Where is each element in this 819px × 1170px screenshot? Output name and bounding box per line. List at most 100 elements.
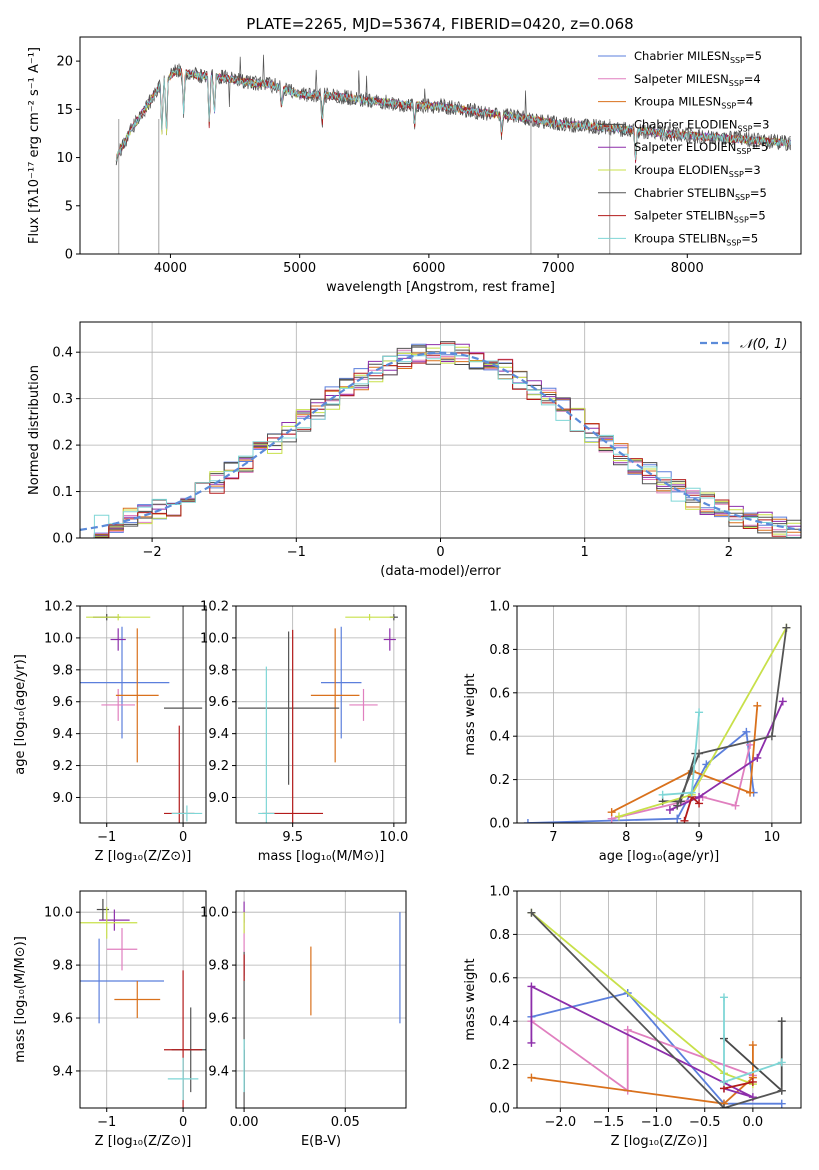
legend-model: Chabrier ELODIE — [634, 117, 729, 131]
y-axis-label: mass weight — [463, 958, 478, 1040]
spectrum-line — [115, 54, 791, 166]
axes-frame — [79, 36, 802, 255]
plot-area — [80, 341, 801, 538]
legend-label: Chabrier ELODIENSSP=3 — [634, 117, 769, 133]
weight-marker — [778, 697, 787, 706]
y-tick-label: 20 — [56, 55, 73, 70]
y-tick-label: 9.8 — [52, 663, 73, 678]
legend-value: =3 — [744, 163, 761, 177]
x-tick-label: −2.0 — [545, 1115, 577, 1130]
legend-nssp: N — [713, 95, 722, 109]
weight-marker — [782, 623, 791, 632]
legend-sub: SSP — [736, 147, 751, 156]
x-tick-label: −1.0 — [641, 1115, 673, 1130]
legend-sub: SSP — [729, 170, 744, 179]
y-tick-label: 10.0 — [44, 906, 73, 921]
spectrum-title: PLATE=2265, MJD=53674, FIBERID=0420, z=0… — [246, 15, 633, 33]
legend-value: =5 — [741, 231, 758, 245]
y-tick-label: 10.0 — [44, 631, 73, 646]
weight-series — [723, 1081, 754, 1090]
weight-marker — [687, 788, 696, 797]
weight-marker — [673, 801, 682, 810]
legend-nssp: N — [728, 140, 737, 154]
legend-nssp: N — [720, 163, 729, 177]
weight-series — [530, 1020, 754, 1093]
y-tick-label: 10 — [56, 151, 73, 166]
y-tick-label: 9.4 — [52, 1064, 73, 1079]
y-tick-label: 0.0 — [489, 1102, 510, 1117]
y-tick-label: 9.4 — [52, 727, 73, 742]
x-tick-label: 10 — [764, 830, 781, 845]
weight-marker — [665, 805, 674, 814]
weight-marker — [623, 1025, 632, 1034]
axes-frame — [516, 890, 802, 1109]
weight-marker — [607, 808, 616, 817]
y-tick-label: 1.0 — [489, 600, 510, 615]
mass_ebv-axes: 0.00 0.05 9.4 9.6 9.8 10.0 E(B-V) — [200, 890, 407, 1149]
weight-marker — [527, 1038, 536, 1047]
x-tick-label: 0 — [179, 1115, 187, 1130]
legend-label: Chabrier STELIBNSSP=5 — [634, 186, 767, 202]
weight-marker — [748, 1041, 757, 1050]
y-tick-label: 9.4 — [208, 727, 229, 742]
legend-model: Kroupa STELIB — [634, 231, 718, 245]
weight-marker — [742, 727, 751, 736]
y-tick-label: 0.4 — [489, 730, 510, 745]
weight-marker — [731, 801, 740, 810]
plot-area — [238, 613, 398, 823]
x-axis-label: (data-model)/error — [380, 564, 501, 579]
weight-marker — [777, 1099, 786, 1108]
plot-area — [80, 898, 206, 1108]
y-tick-label: 0.4 — [489, 1015, 510, 1030]
weight-marker — [746, 788, 755, 797]
y-tick-label: 5 — [65, 199, 73, 214]
weight-marker — [673, 814, 682, 823]
y-axis-label: age [log₁₀(age/yr)] — [13, 654, 28, 775]
mass_z-axes: −1 0 9.4 9.6 9.8 10.0 Z [log₁₀(Z/Z⊙)] mass [log… — [13, 890, 207, 1149]
legend-model: Kroupa MILES — [634, 95, 713, 109]
legend-nssp: N — [729, 117, 738, 131]
weight-series — [669, 701, 784, 811]
y-tick-label: 9.4 — [208, 1064, 229, 1079]
weight-series — [530, 912, 782, 1108]
weight-marker — [527, 908, 536, 917]
weight_z-axes: −2.0 −1.5 −1.0 −0.5 0.0 0.0 0.2 0.4 0.6 0.8 1.0 Z [… — [463, 885, 802, 1149]
y-tick-label: 9.2 — [208, 759, 229, 774]
plot-area — [80, 606, 203, 823]
legend-label: Chabrier MILESNSSP=5 — [634, 49, 762, 65]
plot-area — [527, 908, 786, 1108]
x-tick-label: 4000 — [154, 261, 187, 276]
weight-marker — [753, 753, 762, 762]
x-tick-label: 7000 — [542, 261, 575, 276]
x-tick-label: 8000 — [671, 261, 704, 276]
axes-frame — [79, 890, 207, 1109]
weight-series — [530, 985, 754, 1099]
residuals-axes: −2 −1 0 1 2 0.0 0.1 0.2 0.3 0.4 (data-model)/error… — [27, 321, 802, 579]
legend-label: Kroupa MILESNSSP=4 — [634, 95, 753, 111]
y-axis-label: mass weight — [463, 673, 478, 755]
y-tick-label: 9.0 — [208, 791, 229, 806]
y-tick-label: 10.0 — [200, 906, 229, 921]
x-tick-label: −0.5 — [689, 1115, 721, 1130]
weight-marker — [719, 993, 728, 1002]
spectrum-line — [115, 67, 791, 163]
y-tick-label: 10.0 — [200, 631, 229, 646]
y-tick-label: 0.0 — [52, 532, 73, 547]
y-tick-label: 9.6 — [52, 1012, 73, 1027]
x-tick-label: −1.5 — [593, 1115, 625, 1130]
x-tick-label: −1 — [97, 1115, 116, 1130]
weight-marker — [658, 790, 667, 799]
weight-marker — [777, 1086, 786, 1095]
legend-sub: SSP — [729, 79, 744, 88]
spectrum-line — [115, 67, 792, 162]
legend-label: Salpeter ELODIENSSP=5 — [634, 140, 768, 156]
x-tick-label: 1 — [581, 545, 589, 560]
weight-series — [530, 912, 754, 1085]
weight-series — [531, 1045, 754, 1105]
residual-histogram — [80, 344, 801, 538]
weight-marker — [680, 816, 689, 823]
x-tick-label: −1 — [287, 545, 306, 560]
y-tick-label: 0.6 — [489, 971, 510, 986]
x-tick-label: 8 — [622, 830, 630, 845]
